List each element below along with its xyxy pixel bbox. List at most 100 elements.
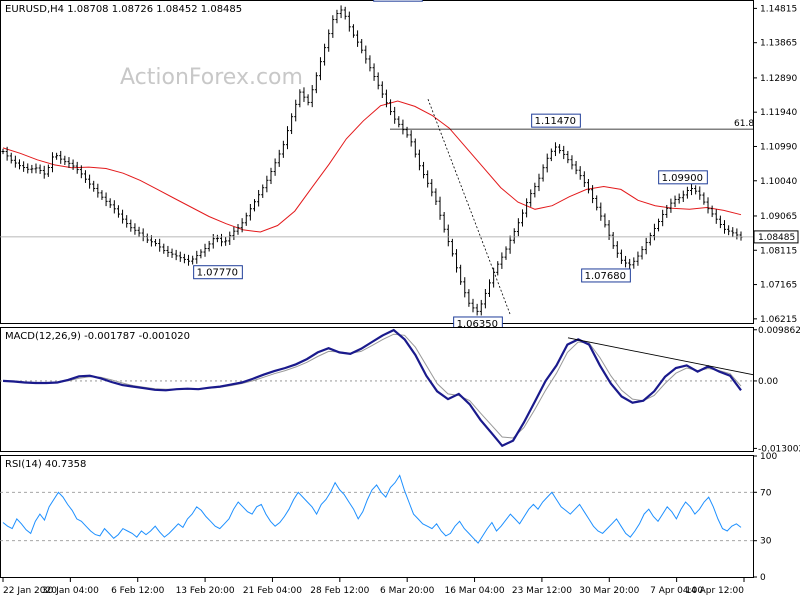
price-bar	[599, 202, 603, 221]
price-bar	[467, 289, 471, 307]
annotation-box	[581, 268, 631, 283]
price-bar	[611, 232, 615, 249]
price-y-tick-label: 1.14815	[760, 4, 797, 14]
price-bar	[685, 186, 689, 199]
price-annotation: 1.14960	[373, 0, 423, 2]
price-bar	[673, 195, 677, 208]
price-y-tick-label: 1.07165	[760, 281, 797, 291]
annotation-label: 1.07770	[197, 268, 238, 279]
price-panel: EURUSD,H4 1.08708 1.08726 1.08452 1.0848…	[0, 0, 799, 331]
macd-y-axis: 0.009862 0.00 -0.013002	[753, 326, 800, 454]
price-bar	[104, 192, 108, 207]
x-tick-label: 22 Jan 2020	[3, 586, 57, 596]
price-bar	[397, 116, 401, 128]
price-bar	[566, 150, 570, 164]
price-y-tick-label: 1.06215	[760, 315, 797, 325]
price-bar	[632, 257, 636, 269]
price-y-tick-label: 1.08115	[760, 246, 797, 256]
price-bar	[426, 170, 430, 188]
price-bar	[652, 223, 656, 241]
rsi-y-tick-label: 70	[760, 488, 772, 498]
rsi-panel: RSI(14) 40.7358 100 70 30 0	[0, 452, 777, 583]
price-bar	[129, 219, 133, 232]
price-bar	[520, 209, 524, 227]
price-bar	[628, 258, 632, 269]
price-annotation: 1.07680	[581, 268, 631, 283]
price-bar	[158, 238, 162, 252]
price-overlays-layer: 61.8 1.14960 1.11470 1.09900 1.07770 1.07680 1…	[0, 0, 754, 331]
x-tick-label: 21 Feb 04:00	[243, 586, 302, 596]
price-bar	[677, 193, 681, 204]
price-bar	[63, 155, 67, 165]
price-bar	[30, 164, 34, 174]
price-bar	[273, 158, 277, 176]
annotation-label: 1.07680	[585, 271, 626, 282]
price-bar	[248, 204, 252, 221]
price-bar	[512, 228, 516, 244]
price-bar	[582, 171, 586, 188]
price-bar	[17, 159, 21, 170]
price-bar	[34, 163, 38, 174]
price-bar	[290, 113, 294, 135]
price-bar	[413, 138, 417, 158]
price-bar	[100, 190, 104, 200]
price-bar	[182, 253, 186, 264]
price-y-tick-label: 1.10990	[760, 142, 797, 152]
price-y-tick-label: 1.09065	[760, 212, 797, 222]
price-annotation: 1.06350	[453, 316, 503, 331]
price-bar	[125, 215, 129, 228]
price-bar	[702, 192, 706, 205]
price-bar	[9, 152, 13, 164]
price-panel-frame	[0, 0, 754, 324]
macd-panel-frame	[0, 327, 754, 452]
price-bar	[384, 89, 388, 108]
price-bar	[591, 185, 595, 204]
price-bar	[108, 198, 112, 208]
price-bar	[417, 149, 421, 171]
price-bar	[116, 205, 120, 218]
rsi-y-tick-label: 30	[760, 537, 772, 547]
price-bar	[5, 146, 9, 161]
price-bar	[285, 126, 289, 150]
price-bar	[154, 239, 158, 247]
price-bar	[162, 243, 166, 254]
price-bar	[570, 155, 574, 170]
price-bar	[380, 81, 384, 99]
price-bar	[331, 15, 335, 38]
price-bar	[207, 240, 211, 252]
price-bar	[306, 94, 310, 106]
rsi-line	[2, 474, 742, 544]
price-bar	[310, 85, 314, 108]
price-bar	[714, 209, 718, 224]
price-bar	[558, 144, 562, 154]
price-bar	[83, 170, 87, 183]
price-bar	[1, 148, 5, 155]
price-ma-layer	[2, 100, 742, 233]
price-bar	[42, 165, 46, 179]
macd-label: MACD(12,26,9) -0.001787 -0.001020	[5, 331, 190, 342]
price-bar	[393, 106, 397, 124]
price-bar	[199, 249, 203, 259]
price-bar	[698, 186, 702, 200]
price-bar	[298, 89, 302, 108]
price-bar	[640, 246, 644, 260]
price-bar	[318, 57, 322, 81]
price-bar	[368, 55, 372, 72]
price-bar	[220, 233, 224, 247]
price-bar	[562, 145, 566, 160]
price-bar	[261, 184, 265, 198]
price-y-tick-label: 1.11940	[760, 108, 797, 118]
price-bar	[335, 9, 339, 24]
price-bar	[170, 248, 174, 258]
x-tick-label: 30 Jan 04:00	[42, 586, 99, 596]
price-bar	[694, 185, 698, 195]
price-bar	[624, 255, 628, 268]
macd-lines-layer	[0, 328, 754, 448]
price-bar	[265, 175, 269, 193]
price-bar	[215, 234, 219, 243]
x-tick-label: 6 Mar 20:00	[380, 586, 435, 596]
price-bar	[79, 165, 83, 179]
price-bar	[723, 220, 727, 234]
price-bar	[665, 204, 669, 218]
